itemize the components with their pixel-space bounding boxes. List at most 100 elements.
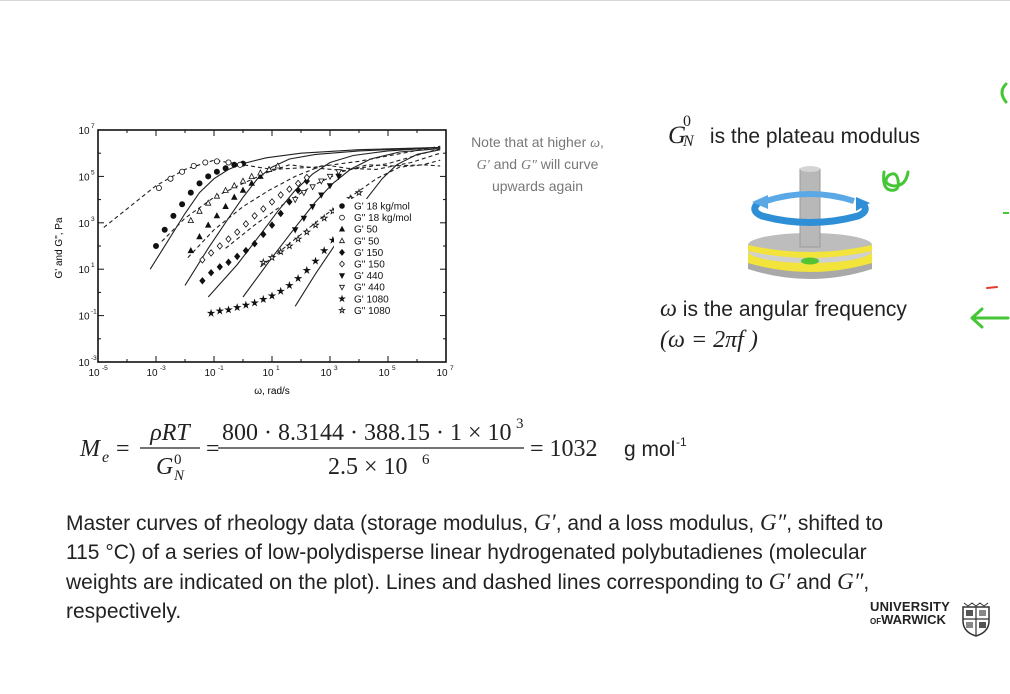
- rheology-master-curve-chart: 10 -5 10 -3 10 -1 10 1 10 3 10 5 10 710 -310 -110 110 310…: [54, 123, 454, 397]
- university-logo: UNIVERSITY OFWARWICK: [870, 600, 950, 628]
- warwick-crest-icon: [962, 602, 990, 637]
- omega-symbol: ω: [660, 296, 677, 322]
- note-gdoubleprime: G″: [520, 158, 537, 173]
- data-point-4-9: [277, 209, 284, 218]
- data-point-8-1: [215, 306, 225, 315]
- data-point-8-8: [276, 286, 285, 295]
- rheometer-plate-illustration: [748, 166, 872, 279]
- data-point-9-5: [302, 227, 312, 236]
- legend-marker-4: [339, 248, 345, 256]
- red-dash-icon: [986, 286, 998, 289]
- omega-formula: (ω = 2πf ): [660, 327, 758, 353]
- data-point-5-11: [294, 179, 302, 188]
- data-point-4-4: [234, 252, 241, 261]
- green-scribble-icon: [882, 170, 910, 192]
- y-tick-label--3: 10: [78, 358, 90, 369]
- curve-5: [187, 152, 441, 258]
- x-tick-label-1: 10: [262, 368, 274, 379]
- data-point-2-1: [196, 233, 203, 240]
- data-point-4-0: [199, 277, 206, 285]
- data-point-9-4: [293, 234, 303, 243]
- data-point-3-5: [231, 181, 238, 189]
- eq-frac2-num-sup: 3: [516, 416, 524, 432]
- eq-frac2-den: 2.5 × 10: [328, 454, 408, 480]
- data-point-1-3: [190, 162, 197, 169]
- legend-marker-9: [338, 306, 346, 314]
- x-tick-label-sup--5: -5: [102, 365, 108, 372]
- eq-frac2-den-sup: 6: [422, 452, 430, 468]
- note-omega: ω: [590, 136, 601, 151]
- data-point-5-4: [234, 228, 241, 236]
- legend-label-6: G' 440: [354, 271, 384, 282]
- data-point-9-2: [276, 247, 285, 256]
- data-point-8-10: [293, 274, 303, 283]
- x-tick-label-sup--3: -3: [160, 365, 166, 372]
- x-tick-label--1: 10: [204, 368, 216, 379]
- equation-svg: M e = ρRT G 0 N = 800 · 8.3144 · 388.15 …: [79, 416, 687, 484]
- x-tick-label--5: 10: [88, 368, 100, 379]
- data-point-3-3: [213, 192, 221, 199]
- data-point-8-0: [206, 308, 216, 317]
- data-point-1-5: [213, 158, 220, 165]
- data-point-4-6: [251, 239, 258, 248]
- eq-unit: g mol: [624, 438, 675, 461]
- y-tick-label-1: 10: [78, 265, 90, 276]
- data-point-5-0: [199, 256, 206, 264]
- data-point-9-0: [259, 257, 268, 266]
- data-point-0-6: [205, 173, 212, 180]
- data-point-1-1: [167, 175, 174, 182]
- data-point-2-2: [204, 221, 212, 228]
- data-point-1-2: [179, 168, 186, 175]
- note-and: and: [489, 156, 521, 172]
- legend-label-0: G' 18 kg/mol: [354, 202, 410, 213]
- green-dash-icon: [1003, 212, 1009, 214]
- eq-lhs-sub: e: [102, 449, 109, 466]
- data-point-3-9: [265, 165, 273, 172]
- data-point-3-0: [187, 216, 195, 223]
- data-point-8-12: [311, 256, 320, 265]
- legend-label-5: G" 150: [354, 260, 385, 271]
- logo-line1: UNIVERSITY: [870, 599, 951, 614]
- entanglement-mass-equation: M e = ρRT G 0 N = 800 · 8.3144 · 388.15 …: [78, 412, 718, 488]
- spindle-top: [800, 166, 820, 172]
- data-point-5-12: [303, 173, 310, 182]
- caption-gprime-2: G′: [768, 569, 791, 594]
- data-point-8-4: [241, 300, 251, 309]
- y-axis-label: G' and G", Pa: [54, 217, 65, 278]
- data-point-4-8: [268, 221, 276, 229]
- y-tick-label-sup-5: 5: [91, 169, 95, 176]
- data-point-2-5: [231, 193, 238, 200]
- data-point-2-4: [222, 202, 229, 209]
- data-point-8-6: [259, 294, 268, 304]
- figure-caption: Master curves of rheology data (storage …: [66, 510, 884, 623]
- x-tick-label-sup-3: 3: [334, 365, 338, 372]
- data-point-0-2: [170, 212, 177, 219]
- data-point-4-7: [260, 230, 267, 239]
- data-point-7-3: [318, 178, 325, 185]
- eq-result: = 1032: [530, 436, 598, 462]
- legend-label-8: G' 1080: [354, 294, 389, 305]
- note-will-curve: will curve: [536, 156, 599, 172]
- data-point-4-2: [216, 263, 223, 271]
- data-point-5-7: [260, 205, 267, 213]
- data-point-8-9: [285, 280, 294, 290]
- data-point-9-1: [267, 253, 277, 262]
- x-tick-label-7: 10: [436, 368, 448, 379]
- data-point-2-8: [257, 172, 264, 179]
- sample-edge: [748, 245, 872, 258]
- caption-gprime: G′: [534, 510, 556, 535]
- eq-frac1-num: ρRT: [149, 420, 191, 446]
- data-point-6-4: [326, 183, 334, 190]
- data-point-9-6: [311, 220, 320, 229]
- data-point-3-4: [222, 186, 229, 193]
- legend-label-3: G" 50: [354, 236, 380, 247]
- legend-label-2: G' 50: [354, 225, 378, 236]
- svg-text:=: =: [206, 436, 220, 462]
- data-point-1-0: [155, 185, 162, 192]
- x-tick-label-sup-7: 7: [450, 365, 454, 372]
- eq-frac1-den-sup: 0: [174, 452, 182, 468]
- plateau-text: is the plateau modulus: [704, 125, 921, 148]
- curve-8: [294, 149, 441, 307]
- x-tick-label-sup--1: -1: [218, 365, 224, 372]
